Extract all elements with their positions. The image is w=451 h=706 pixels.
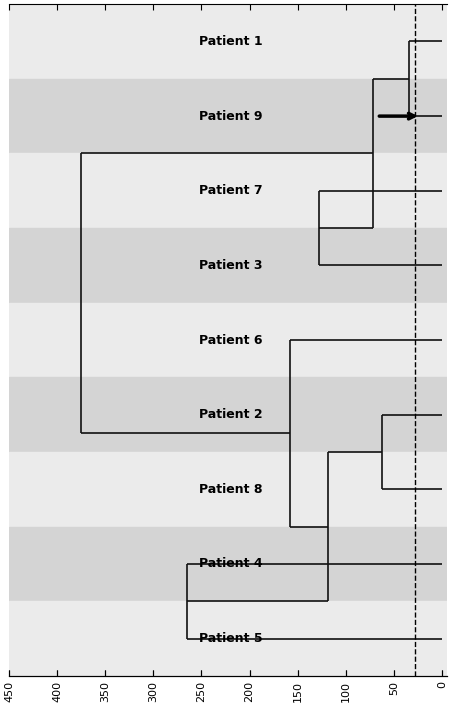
Text: Patient 3: Patient 3	[198, 259, 262, 272]
Bar	[9, 452, 446, 527]
Text: Patient 5: Patient 5	[198, 632, 262, 645]
Text: Patient 2: Patient 2	[198, 408, 262, 421]
Bar	[9, 79, 446, 153]
Text: Patient 9: Patient 9	[198, 109, 262, 123]
Bar	[9, 303, 446, 377]
Bar	[9, 4, 446, 79]
Text: Patient 1: Patient 1	[198, 35, 262, 48]
Text: Patient 7: Patient 7	[198, 184, 262, 197]
Bar	[9, 602, 446, 676]
Bar	[9, 153, 446, 228]
Text: Patient 4: Patient 4	[198, 558, 262, 570]
Bar	[9, 527, 446, 602]
Text: Patient 6: Patient 6	[198, 333, 262, 347]
Bar	[9, 377, 446, 452]
Bar	[9, 228, 446, 303]
Text: Patient 8: Patient 8	[198, 483, 262, 496]
